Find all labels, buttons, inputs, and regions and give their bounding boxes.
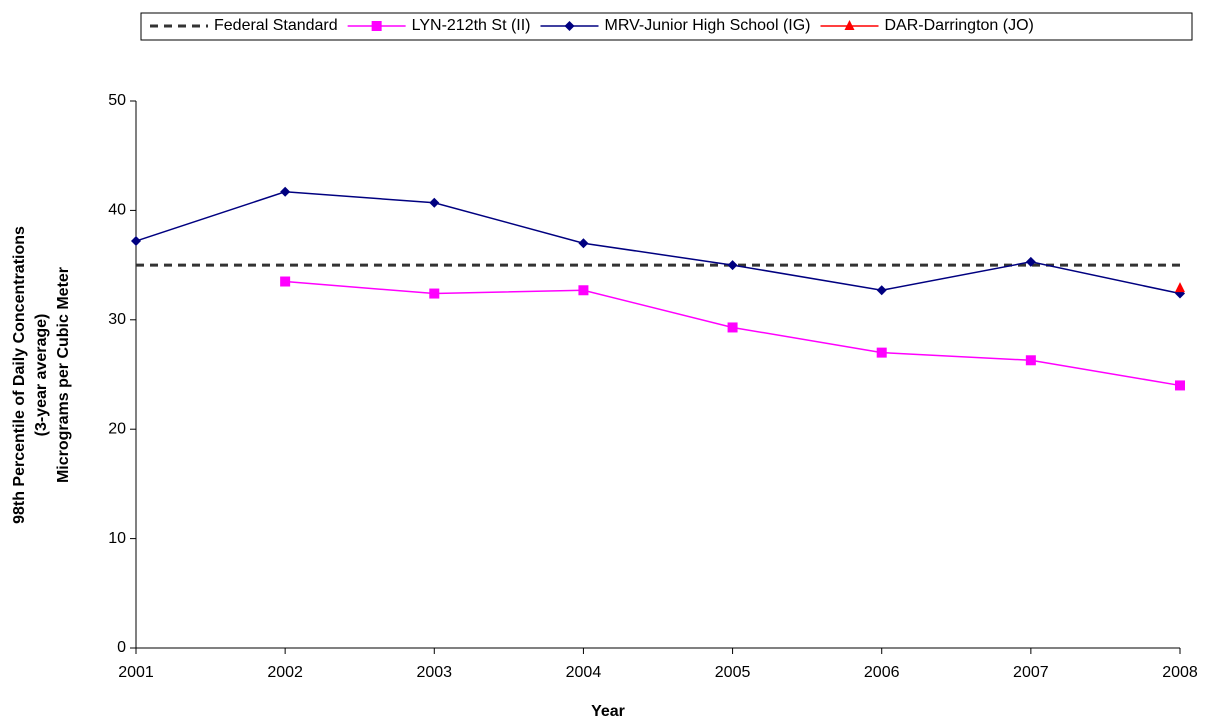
x-tick-label: 2005 (715, 664, 751, 681)
legend-box (140, 12, 1193, 41)
marker (280, 276, 291, 287)
x-tick-label: 2002 (267, 664, 303, 681)
marker (429, 288, 440, 299)
x-tick-label: 2001 (118, 664, 154, 681)
y-tick-label: 0 (117, 639, 126, 656)
legend-marker (371, 21, 382, 31)
y-axis-label: Micrograms per Cubic Meter (55, 267, 72, 483)
y-tick-label: 40 (108, 202, 126, 219)
legend-marker (564, 21, 575, 31)
y-tick-label: 50 (108, 92, 126, 109)
marker (876, 285, 887, 296)
marker (578, 238, 589, 249)
series-line (135, 191, 1181, 295)
x-axis-label: Year (591, 703, 625, 720)
x-tick-label: 2006 (864, 664, 900, 681)
x-tick-label: 2003 (416, 664, 452, 681)
marker (1025, 355, 1036, 366)
marker (429, 197, 440, 208)
marker (280, 186, 291, 197)
y-axis-label: (3-year average) (33, 314, 50, 437)
legend-label: Federal Standard (214, 17, 338, 34)
x-tick-label: 2008 (1162, 664, 1198, 681)
y-axis-label: 98th Percentile of Daily Concentrations (11, 226, 28, 524)
marker (1025, 256, 1036, 267)
marker (131, 236, 141, 247)
y-tick-label: 30 (108, 311, 126, 328)
marker (727, 322, 738, 333)
legend-label: DAR-Darrington (JO) (885, 17, 1034, 34)
marker (578, 285, 589, 296)
y-tick-label: 10 (108, 530, 126, 547)
marker (727, 260, 738, 271)
x-tick-label: 2007 (1013, 664, 1049, 681)
series-line (285, 280, 1181, 387)
marker (1175, 380, 1185, 391)
legend-label: LYN-212th St (II) (412, 17, 531, 34)
marker (876, 347, 887, 358)
legend-label: MRV-Junior High School (IG) (605, 17, 811, 34)
x-tick-label: 2004 (566, 664, 602, 681)
y-tick-label: 20 (108, 420, 126, 437)
legend-marker (844, 20, 855, 30)
marker (1175, 282, 1185, 293)
